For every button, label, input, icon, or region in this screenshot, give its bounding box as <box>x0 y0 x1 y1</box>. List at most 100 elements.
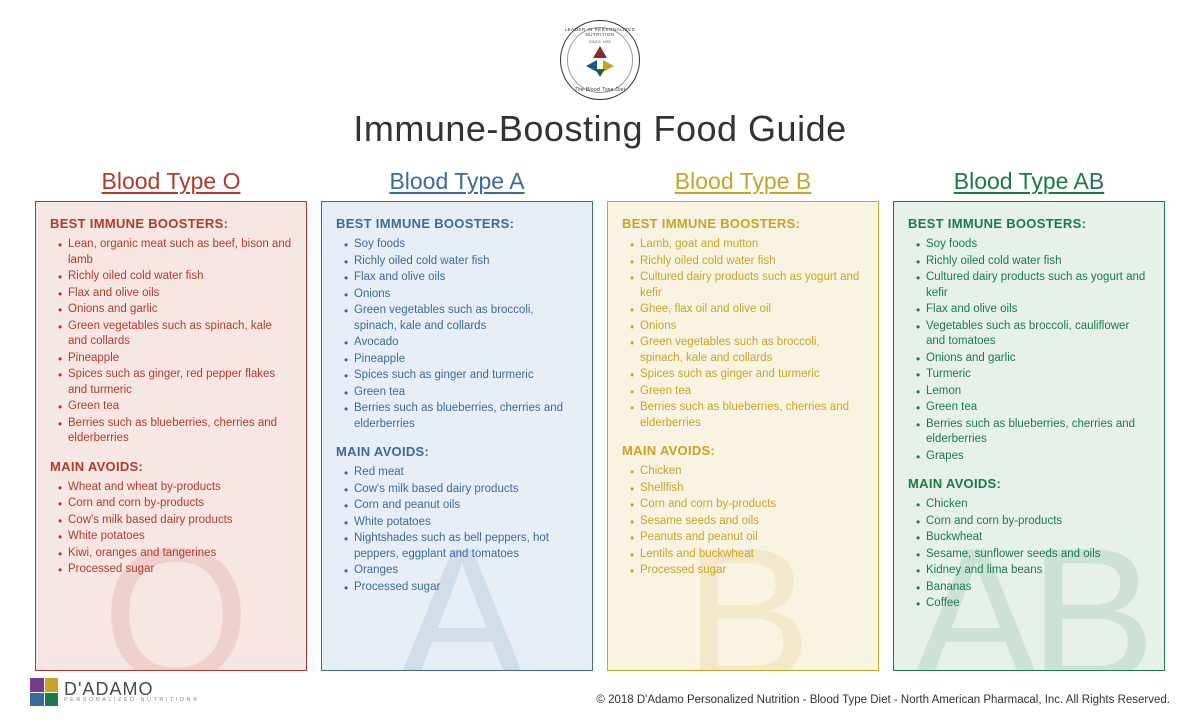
list-item: Chicken <box>630 464 864 480</box>
list-item: Processed sugar <box>58 562 292 578</box>
list-item: White potatoes <box>344 515 578 531</box>
avoids-list: ChickenCorn and corn by-productsBuckwhea… <box>908 497 1150 612</box>
list-item: Kidney and lima beans <box>916 563 1150 579</box>
list-item: Coffee <box>916 596 1150 612</box>
list-item: Corn and corn by-products <box>916 514 1150 530</box>
boosters-heading: BEST IMMUNE BOOSTERS: <box>908 216 1150 231</box>
badge-bottom-text: The Blood Type Diet <box>561 87 639 93</box>
header-badge: LEADER IN PERSONALIZED NUTRITION SINCE 1… <box>560 20 640 100</box>
list-item: Peanuts and peanut oil <box>630 530 864 546</box>
list-item: Lentils and buckwheat <box>630 547 864 563</box>
list-item: Flax and olive oils <box>916 302 1150 318</box>
list-item: Wheat and wheat by-products <box>58 480 292 496</box>
list-item: Nightshades such as bell peppers, hot pe… <box>344 531 578 562</box>
list-item: Corn and corn by-products <box>58 496 292 512</box>
list-item: Onions and garlic <box>916 351 1150 367</box>
list-item: Green vegetables such as spinach, kale a… <box>58 319 292 350</box>
badge-logo-icon <box>586 46 614 74</box>
columns-container: Blood Type O OBEST IMMUNE BOOSTERS:Lean, … <box>30 168 1170 671</box>
list-item: Corn and corn by-products <box>630 497 864 513</box>
footer-logo: D'ADAMO PERSONALIZED NUTRITION® <box>30 678 200 706</box>
list-item: Processed sugar <box>630 563 864 579</box>
list-item: Green vegetables such as broccoli, spina… <box>630 335 864 366</box>
list-item: Onions <box>344 287 578 303</box>
copyright: © 2018 D'Adamo Personalized Nutrition - … <box>596 694 1170 706</box>
list-item: Richly oiled cold water fish <box>630 254 864 270</box>
list-item: Flax and olive oils <box>344 270 578 286</box>
list-item: Green tea <box>916 400 1150 416</box>
badge-top-text: LEADER IN PERSONALIZED NUTRITION <box>561 27 639 37</box>
column-box: ABBEST IMMUNE BOOSTERS:Soy foodsRichly o… <box>893 201 1165 671</box>
list-item: Avocado <box>344 335 578 351</box>
footer-logo-sub: PERSONALIZED NUTRITION® <box>64 698 200 704</box>
avoids-list: ChickenShellfishCorn and corn by-product… <box>622 464 864 579</box>
list-item: Ghee, flax oil and olive oil <box>630 302 864 318</box>
list-item: Lamb, goat and mutton <box>630 237 864 253</box>
avoids-heading: MAIN AVOIDS: <box>50 459 292 474</box>
list-item: Sesame seeds and oils <box>630 514 864 530</box>
column-title: Blood Type B <box>607 168 879 195</box>
list-item: Spices such as ginger and turmeric <box>344 368 578 384</box>
list-item: Red meat <box>344 465 578 481</box>
logo-square <box>45 678 59 692</box>
list-item: Turmeric <box>916 367 1150 383</box>
list-item: Cow's milk based dairy products <box>344 482 578 498</box>
page-title: Immune-Boosting Food Guide <box>30 108 1170 150</box>
list-item: Pineapple <box>58 351 292 367</box>
column-type-a: Blood Type AABEST IMMUNE BOOSTERS:Soy fo… <box>321 168 593 671</box>
list-item: Processed sugar <box>344 580 578 596</box>
avoids-heading: MAIN AVOIDS: <box>908 476 1150 491</box>
column-type-b: Blood Type B BBEST IMMUNE BOOSTERS:Lamb, … <box>607 168 879 671</box>
list-item: Buckwheat <box>916 530 1150 546</box>
column-type-o: Blood Type O OBEST IMMUNE BOOSTERS:Lean, … <box>35 168 307 671</box>
list-item: Oranges <box>344 563 578 579</box>
column-box: ABEST IMMUNE BOOSTERS:Soy foodsRichly oi… <box>321 201 593 671</box>
avoids-heading: MAIN AVOIDS: <box>622 443 864 458</box>
list-item: Green tea <box>58 399 292 415</box>
boosters-heading: BEST IMMUNE BOOSTERS: <box>622 216 864 231</box>
boosters-list: Soy foodsRichly oiled cold water fishFla… <box>336 237 578 432</box>
list-item: Pineapple <box>344 352 578 368</box>
list-item: Berries such as blueberries, cherries an… <box>630 400 864 431</box>
list-item: Onions <box>630 319 864 335</box>
list-item: White potatoes <box>58 529 292 545</box>
list-item: Richly oiled cold water fish <box>58 269 292 285</box>
footer-logo-icon <box>30 678 58 706</box>
boosters-list: Soy foodsRichly oiled cold water fishCul… <box>908 237 1150 464</box>
list-item: Sesame, sunflower seeds and oils <box>916 547 1150 563</box>
boosters-list: Lamb, goat and muttonRichly oiled cold w… <box>622 237 864 431</box>
logo-square <box>30 678 44 692</box>
list-item: Spices such as ginger, red pepper flakes… <box>58 367 292 398</box>
list-item: Flax and olive oils <box>58 286 292 302</box>
list-item: Corn and peanut oils <box>344 498 578 514</box>
list-item: Berries such as blueberries, cherries an… <box>916 417 1150 448</box>
list-item: Soy foods <box>344 237 578 253</box>
list-item: Richly oiled cold water fish <box>916 254 1150 270</box>
footer-logo-name: D'ADAMO <box>64 680 200 698</box>
list-item: Green tea <box>344 385 578 401</box>
list-item: Green vegetables such as broccoli, spina… <box>344 303 578 334</box>
list-item: Chicken <box>916 497 1150 513</box>
list-item: Berries such as blueberries, cherries an… <box>344 401 578 432</box>
list-item: Lean, organic meat such as beef, bison a… <box>58 237 292 268</box>
list-item: Vegetables such as broccoli, cauliflower… <box>916 319 1150 350</box>
list-item: Grapes <box>916 449 1150 465</box>
list-item: Green tea <box>630 384 864 400</box>
list-item: Shellfish <box>630 481 864 497</box>
column-box: OBEST IMMUNE BOOSTERS:Lean, organic meat… <box>35 201 307 671</box>
column-box: BBEST IMMUNE BOOSTERS:Lamb, goat and mut… <box>607 201 879 671</box>
list-item: Cow's milk based dairy products <box>58 513 292 529</box>
list-item: Richly oiled cold water fish <box>344 254 578 270</box>
boosters-list: Lean, organic meat such as beef, bison a… <box>50 237 292 447</box>
column-title: Blood Type A <box>321 168 593 195</box>
badge-since: SINCE 1982 <box>561 39 639 44</box>
boosters-heading: BEST IMMUNE BOOSTERS: <box>336 216 578 231</box>
logo-square <box>30 693 44 707</box>
column-title: Blood Type AB <box>893 168 1165 195</box>
avoids-heading: MAIN AVOIDS: <box>336 444 578 459</box>
column-title: Blood Type O <box>35 168 307 195</box>
boosters-heading: BEST IMMUNE BOOSTERS: <box>50 216 292 231</box>
list-item: Soy foods <box>916 237 1150 253</box>
list-item: Onions and garlic <box>58 302 292 318</box>
list-item: Berries such as blueberries, cherries an… <box>58 416 292 447</box>
